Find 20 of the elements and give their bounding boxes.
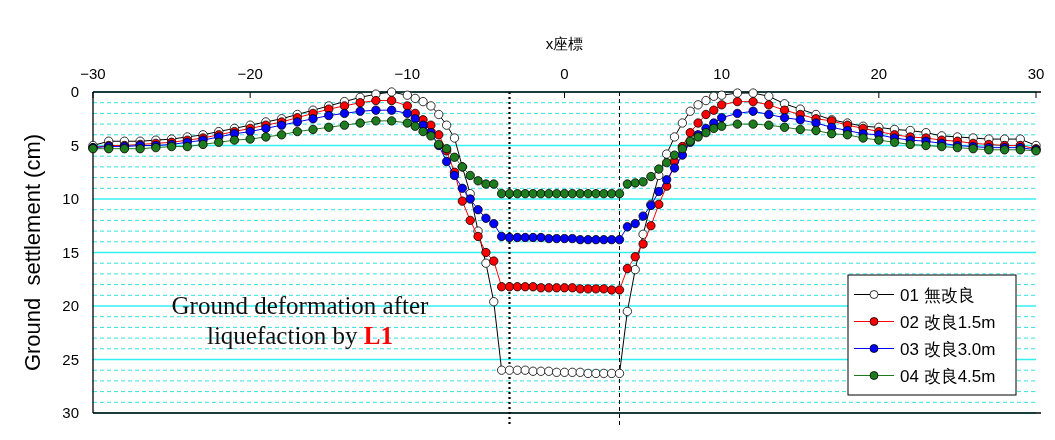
x-tick-label: 10 (713, 65, 731, 82)
y-tick-label: 10 (62, 190, 79, 207)
y-tick-label: 30 (62, 404, 79, 421)
x-tick-label: −30 (80, 65, 106, 82)
y-tick-label: 20 (62, 297, 79, 314)
legend-label: 01 無改良 (900, 285, 975, 305)
y-tick-label: 5 (70, 136, 79, 154)
legend-label: 04 改良4.5m (900, 366, 996, 386)
y-axis-title: Ground settlement (cm) (20, 133, 45, 372)
x-axis-title: x座標 (545, 35, 584, 52)
y-tick-label: 15 (62, 243, 79, 261)
x-tick-label: 20 (870, 65, 888, 82)
x-tick-label: 0 (560, 65, 569, 82)
x-tick-label: 30 (1027, 65, 1045, 82)
y-tick-label: 0 (70, 83, 79, 100)
legend-label: 03 改良3.0m (900, 339, 996, 359)
legend-label: 02 改良1.5m (900, 312, 996, 332)
x-tick-label: −10 (394, 65, 421, 82)
y-tick-label: 25 (62, 350, 79, 368)
x-tick-label: −20 (237, 65, 263, 82)
